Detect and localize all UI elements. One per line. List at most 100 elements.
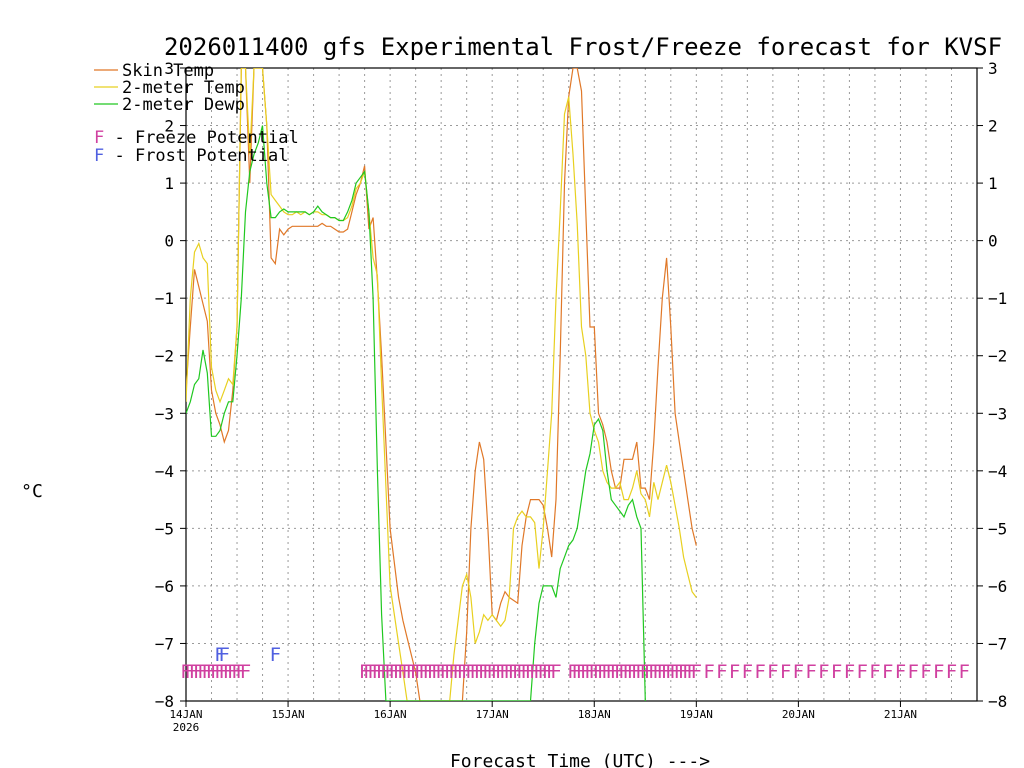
- marker-freeze-potential: F: [895, 661, 906, 683]
- y-tick-label-left: 0: [164, 232, 174, 251]
- marker-freeze-potential: F: [529, 661, 540, 683]
- y-tick-label-right: −3: [988, 404, 1007, 423]
- axes: [180, 67, 983, 707]
- series-2-meter-dewp: [186, 125, 646, 701]
- marker-freeze-potential: F: [669, 661, 680, 683]
- marker-freeze-potential: F: [742, 661, 753, 683]
- marker-freeze-potential: F: [210, 661, 221, 683]
- y-tick-label-left: 3: [164, 59, 174, 78]
- marker-freeze-potential: F: [907, 661, 918, 683]
- x-tick-label: 21JAN: [884, 708, 917, 721]
- marker-freeze-potential: F: [652, 661, 663, 683]
- marker-freeze-potential: F: [572, 661, 583, 683]
- marker-freeze-potential: F: [363, 661, 374, 683]
- marker-freeze-potential: F: [189, 661, 200, 683]
- marker-freeze-potential: F: [486, 661, 497, 683]
- marker-freeze-potential: F: [856, 661, 867, 683]
- marker-freeze-potential: F: [546, 661, 557, 683]
- marker-freeze-potential: F: [597, 661, 608, 683]
- marker-freeze-potential: F: [520, 661, 531, 683]
- y-tick-label-left: −6: [155, 577, 174, 596]
- legend-potential-text: - Freeze Potential: [104, 128, 298, 148]
- legend-potential-letter: F: [94, 146, 104, 166]
- marker-freeze-potential: F: [818, 661, 829, 683]
- y-tick-label-right: −1: [988, 289, 1007, 308]
- marker-freeze-potential: F: [393, 661, 404, 683]
- marker-freeze-potential: F: [397, 661, 408, 683]
- marker-freeze-potential: F: [499, 661, 510, 683]
- marker-freeze-potential: F: [469, 661, 480, 683]
- marker-freeze-potential: F: [193, 661, 204, 683]
- marker-freeze-potential: F: [503, 661, 514, 683]
- y-tick-label-left: −4: [155, 462, 174, 481]
- marker-freeze-potential: F: [367, 661, 378, 683]
- series-2-meter-temp: [186, 68, 697, 701]
- marker-freeze-potential: F: [214, 661, 225, 683]
- marker-frost-potential: F: [214, 644, 225, 666]
- y-tick-label-right: 3: [988, 59, 998, 78]
- marker-freeze-potential: F: [869, 661, 880, 683]
- marker-freeze-potential: F: [657, 661, 668, 683]
- marker-freeze-potential: F: [844, 661, 855, 683]
- y-tick-label-right: −5: [988, 519, 1007, 538]
- marker-freeze-potential: F: [240, 661, 251, 683]
- y-tick-label-left: −7: [155, 634, 174, 653]
- marker-frost-potential: F: [219, 644, 230, 666]
- marker-freeze-potential: F: [427, 661, 438, 683]
- x-tick-label: 17JAN: [476, 708, 509, 721]
- marker-freeze-potential: F: [623, 661, 634, 683]
- y-tick-label-right: −8: [988, 692, 1007, 711]
- marker-freeze-potential: F: [627, 661, 638, 683]
- x-tick-label: 18JAN: [578, 708, 611, 721]
- marker-freeze-potential: F: [635, 661, 646, 683]
- marker-freeze-potential: F: [946, 661, 957, 683]
- marker-freeze-potential: F: [678, 661, 689, 683]
- marker-freeze-potential: F: [461, 661, 472, 683]
- marker-freeze-potential: F: [236, 661, 247, 683]
- marker-freeze-potential: F: [380, 661, 391, 683]
- marker-freeze-potential: F: [584, 661, 595, 683]
- y-tick-label-right: −4: [988, 462, 1007, 481]
- marker-freeze-potential: F: [601, 661, 612, 683]
- marker-freeze-potential: F: [223, 661, 234, 683]
- marker-freeze-potential: F: [593, 661, 604, 683]
- grid: [186, 68, 977, 701]
- marker-freeze-potential: F: [482, 661, 493, 683]
- y-tick-label-left: −1: [155, 289, 174, 308]
- y-tick-label-right: 0: [988, 232, 998, 251]
- y-axis-ticks: 3 3 2 2 1 1 0 0 −1 −1 −2 −2 −3 −3 −4 −4 −5 −5 −6 −6 −7 −7 −8 −8: [155, 59, 1008, 711]
- marker-freeze-potential: F: [648, 661, 659, 683]
- marker-freeze-potential: F: [882, 661, 893, 683]
- marker-freeze-potential: F: [614, 661, 625, 683]
- marker-freeze-potential: F: [401, 661, 412, 683]
- marker-freeze-potential: F: [508, 661, 519, 683]
- marker-freeze-potential: F: [491, 661, 502, 683]
- marker-freeze-potential: F: [682, 661, 693, 683]
- marker-freeze-potential: F: [359, 661, 370, 683]
- legend-potential: F - Frost Potential: [94, 146, 288, 166]
- x-tick-label: 19JAN: [680, 708, 713, 721]
- marker-freeze-potential: F: [550, 661, 561, 683]
- marker-freeze-potential: F: [793, 661, 804, 683]
- marker-freeze-potential: F: [933, 661, 944, 683]
- y-tick-label-left: −5: [155, 519, 174, 538]
- legend-potential-letter: F: [94, 128, 104, 148]
- marker-freeze-potential: F: [219, 661, 230, 683]
- series-lines: [186, 68, 697, 701]
- y-tick-label-left: 1: [164, 174, 174, 193]
- marker-freeze-potential: F: [180, 661, 191, 683]
- marker-freeze-potential: F: [414, 661, 425, 683]
- marker-freeze-potential: F: [227, 661, 238, 683]
- marker-freeze-potential: F: [576, 661, 587, 683]
- y-tick-label-right: 2: [988, 117, 998, 136]
- x-tick-label: 14JAN: [169, 708, 202, 721]
- marker-freeze-potential: F: [440, 661, 451, 683]
- y-tick-label-right: 1: [988, 174, 998, 193]
- marker-freeze-potential: F: [202, 661, 213, 683]
- marker-freeze-potential: F: [691, 661, 702, 683]
- marker-freeze-potential: F: [703, 661, 714, 683]
- marker-freeze-potential: F: [537, 661, 548, 683]
- marker-freeze-potential: F: [525, 661, 536, 683]
- legend-potential: F - Freeze Potential: [94, 128, 299, 148]
